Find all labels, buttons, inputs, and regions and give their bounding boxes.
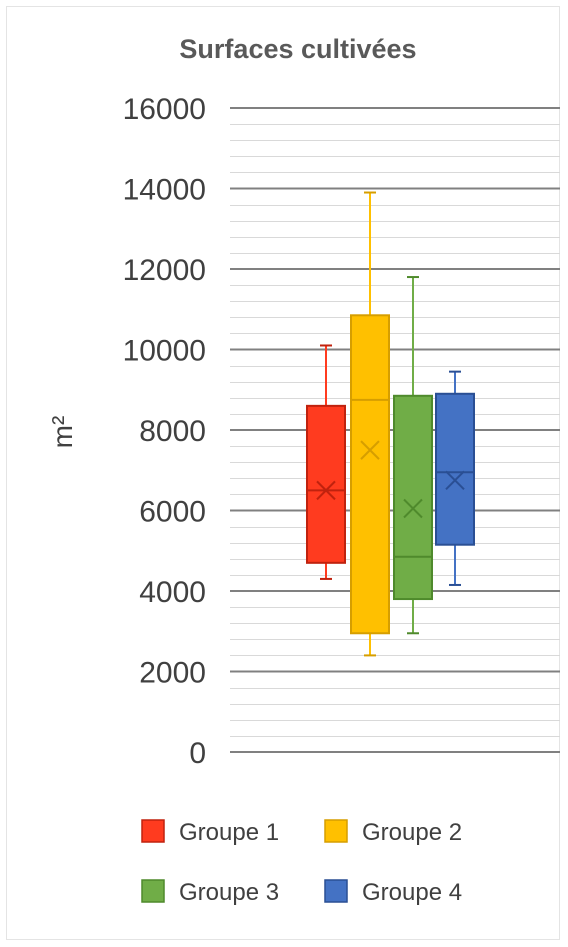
legend: Groupe 1 Groupe 2 Groupe 3 Groupe 4 — [141, 819, 462, 906]
legend-swatch — [324, 819, 348, 843]
legend-swatch — [141, 879, 165, 903]
legend-swatch — [141, 819, 165, 843]
y-tick-label: 4000 — [139, 576, 206, 609]
box-group-2 — [350, 191, 390, 657]
box-group-4 — [435, 370, 475, 586]
y-tick-label: 12000 — [123, 254, 206, 287]
box — [306, 404, 346, 564]
legend-item-2: Groupe 2 — [324, 819, 462, 846]
y-tick-label: 8000 — [139, 415, 206, 448]
y-tick-label: 10000 — [123, 335, 206, 368]
box — [435, 392, 475, 546]
mean-marker — [445, 470, 465, 491]
y-tick-label: 6000 — [139, 496, 206, 529]
y-tick-label: 0 — [189, 737, 206, 770]
legend-label: Groupe 1 — [179, 819, 279, 846]
legend-item-1: Groupe 1 — [141, 819, 279, 846]
mean-marker — [360, 440, 380, 460]
chart-title: Surfaces cultivées — [179, 34, 416, 64]
y-axis-label: m² — [47, 416, 78, 449]
box-group-3 — [393, 276, 433, 635]
legend-label: Groupe 3 — [179, 879, 279, 906]
legend-label: Groupe 4 — [362, 879, 462, 906]
y-tick-label: 16000 — [123, 93, 206, 126]
box-series — [306, 191, 475, 657]
y-tick-label: 14000 — [123, 174, 206, 207]
box — [350, 314, 390, 635]
box — [393, 394, 433, 601]
y-tick-labels: 0 2000 4000 6000 8000 10000 12000 14000 16000 — [123, 93, 206, 770]
mean-marker — [403, 498, 423, 519]
legend-swatch — [324, 879, 348, 903]
legend-item-4: Groupe 4 — [324, 879, 462, 906]
legend-label: Groupe 2 — [362, 819, 462, 846]
chart-frame — [6, 6, 560, 940]
legend-item-3: Groupe 3 — [141, 879, 279, 906]
mean-marker — [316, 480, 336, 501]
box-group-1 — [306, 344, 346, 580]
y-tick-label: 2000 — [139, 657, 206, 690]
